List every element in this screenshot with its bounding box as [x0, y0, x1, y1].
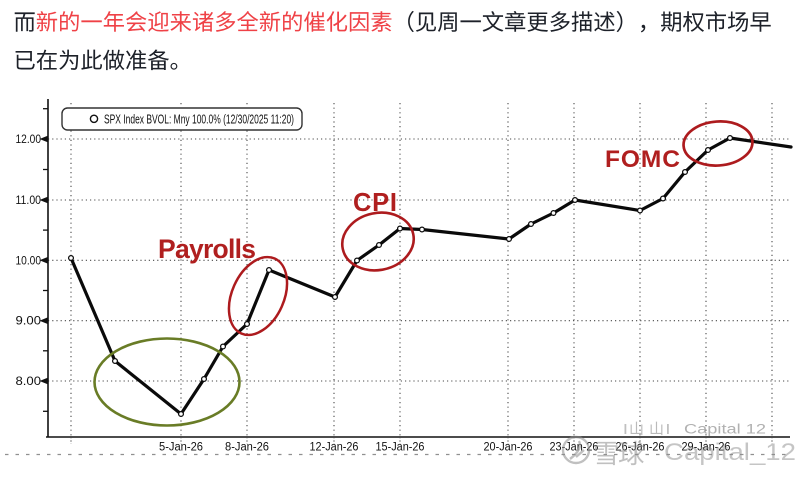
svg-text:Capital 12: Capital 12	[684, 422, 766, 437]
svg-text:26-Jan-26: 26-Jan-26	[616, 442, 665, 454]
svg-text:CPI: CPI	[353, 189, 397, 217]
svg-text:12.00: 12.00	[16, 134, 42, 146]
svg-text:Capital_12: Capital_12	[664, 439, 796, 466]
svg-text:20-Jan-26: 20-Jan-26	[484, 442, 533, 454]
svg-text:15-Jan-26: 15-Jan-26	[376, 442, 425, 454]
svg-text:29-Jan-26: 29-Jan-26	[682, 442, 731, 454]
svg-text:SPX Index BVOL: Mny 100.0% (12: SPX Index BVOL: Mny 100.0% (12/30/2025 1…	[104, 112, 294, 126]
svg-text:23-Jan-26: 23-Jan-26	[550, 442, 599, 454]
svg-text:11.00: 11.00	[16, 195, 42, 207]
svg-text:8.00: 8.00	[16, 376, 42, 388]
svg-text:5-Jan-26: 5-Jan-26	[159, 442, 203, 454]
svg-text:12-Jan-26: 12-Jan-26	[310, 442, 359, 454]
svg-text:8-Jan-26: 8-Jan-26	[225, 442, 269, 454]
svg-text:Payrolls: Payrolls	[158, 234, 256, 264]
svg-text:FOMC: FOMC	[605, 146, 680, 173]
svg-text:9.00: 9.00	[16, 316, 42, 328]
svg-text:10.00: 10.00	[16, 255, 42, 267]
